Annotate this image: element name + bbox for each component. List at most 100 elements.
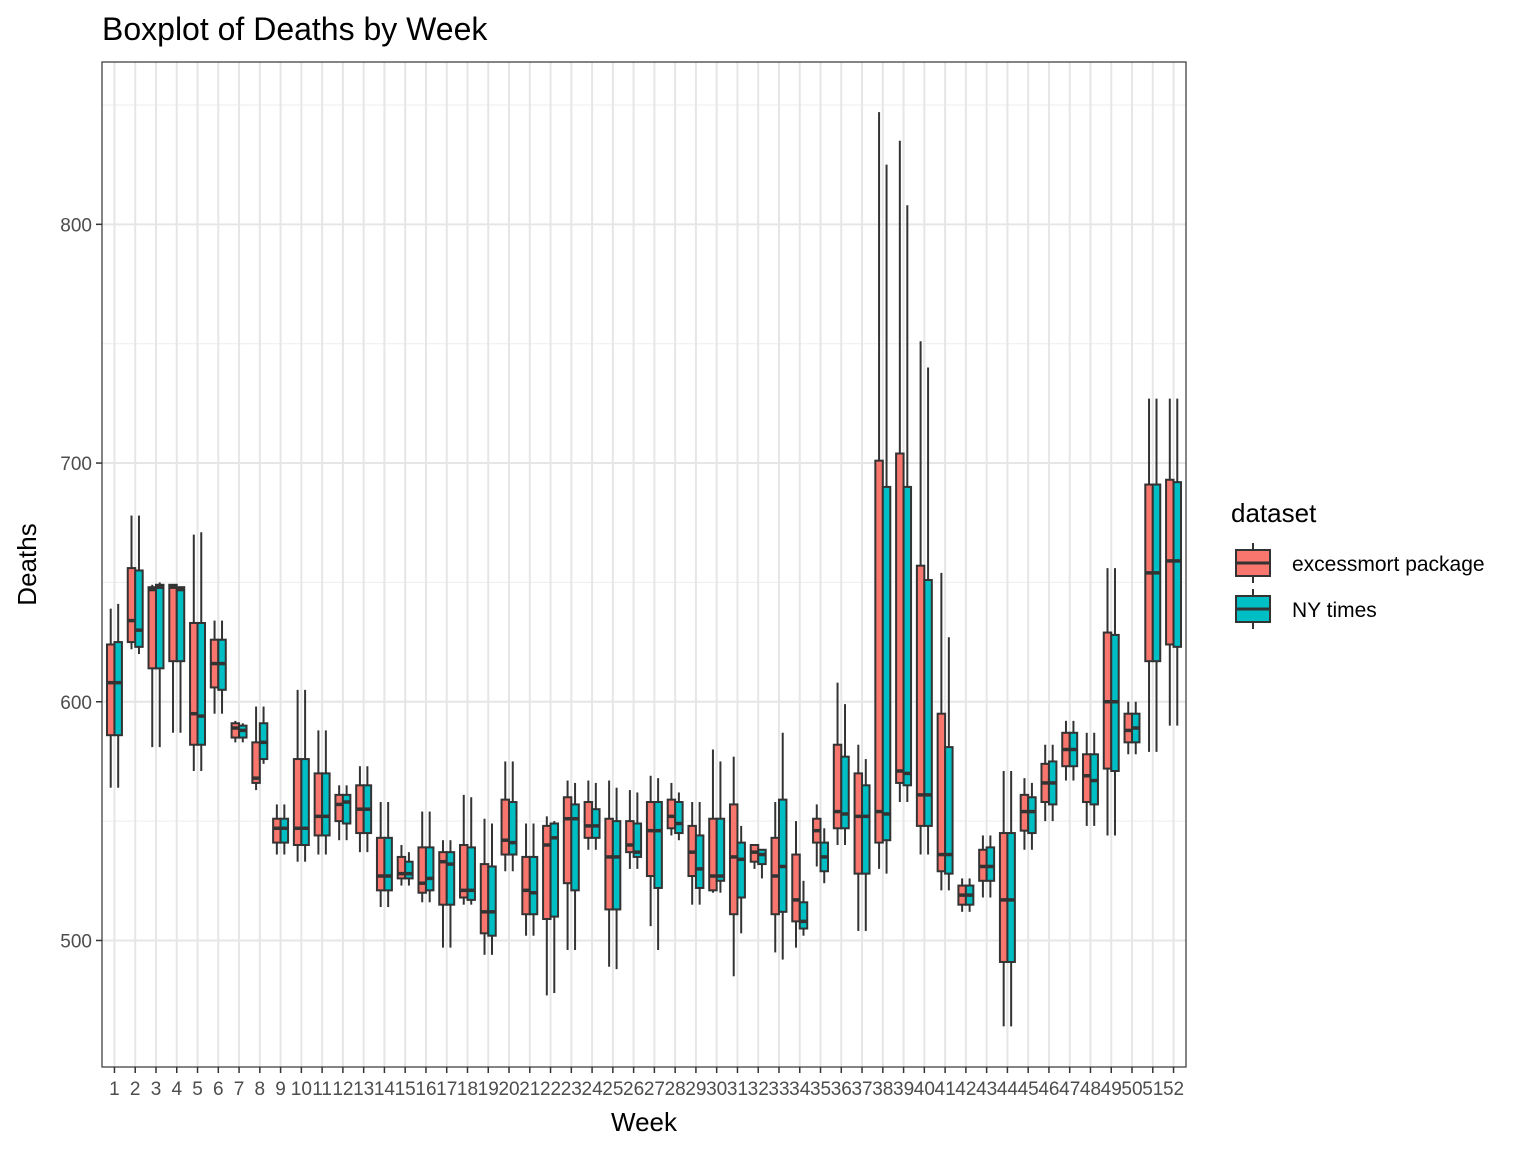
box	[936, 712, 947, 873]
box	[334, 793, 344, 823]
x-tick-label: 12	[332, 1079, 353, 1100]
box	[466, 846, 476, 901]
box	[292, 758, 303, 846]
box	[417, 846, 427, 894]
x-tick-label: 26	[623, 1079, 644, 1100]
x-tick-label: 11	[312, 1079, 332, 1100]
box	[375, 836, 386, 892]
x-tick-label: 24	[582, 1079, 604, 1100]
box	[895, 452, 905, 784]
box	[604, 817, 614, 911]
box	[549, 822, 560, 918]
x-tick-label: 43	[976, 1079, 997, 1100]
legend: dataset excessmort package NY times	[1231, 498, 1485, 629]
x-tick-label: 4	[171, 1079, 182, 1100]
x-tick-label: 6	[213, 1079, 224, 1100]
box	[230, 722, 241, 739]
x-tick-label: 29	[685, 1079, 706, 1100]
box	[189, 621, 199, 746]
box	[154, 583, 165, 670]
box	[645, 801, 656, 878]
box	[113, 641, 123, 737]
x-tick-label: 10	[291, 1079, 312, 1100]
x-tick-label: 42	[955, 1079, 976, 1100]
box	[791, 853, 801, 923]
x-tick-label: 25	[602, 1079, 623, 1100]
box	[570, 803, 580, 892]
box	[105, 643, 116, 737]
box	[985, 846, 996, 882]
box	[542, 824, 552, 920]
box	[126, 567, 137, 644]
box	[923, 579, 933, 827]
x-tick-label: 23	[561, 1079, 582, 1100]
y-tick-label: 800	[60, 215, 92, 236]
box	[300, 758, 310, 846]
x-tick-label: 28	[665, 1079, 686, 1100]
box	[998, 832, 1009, 963]
box	[853, 772, 864, 875]
x-tick-label: 47	[1059, 1079, 1080, 1100]
box	[944, 746, 954, 875]
x-tick-label: 16	[415, 1079, 436, 1100]
x-tick-label: 17	[436, 1079, 457, 1100]
x-tick-label: 35	[810, 1079, 831, 1100]
x-tick-label: 7	[234, 1079, 245, 1100]
x-tick-label: 52	[1163, 1079, 1184, 1100]
x-tick-label: 8	[255, 1079, 266, 1100]
legend-item: excessmort package	[1235, 543, 1485, 583]
box	[424, 846, 435, 892]
box	[666, 798, 677, 830]
box	[521, 855, 531, 916]
box	[591, 808, 601, 839]
box	[487, 865, 497, 937]
x-tick-label: 34	[789, 1079, 811, 1100]
box	[715, 817, 726, 882]
chart-title: Boxplot of Deaths by Week	[102, 11, 488, 47]
x-tick-label: 37	[851, 1079, 872, 1100]
box	[279, 817, 290, 844]
box	[1006, 832, 1016, 963]
box	[168, 583, 178, 663]
box	[404, 860, 414, 880]
box	[147, 586, 157, 670]
box	[881, 485, 892, 842]
x-tick-label: 31	[727, 1079, 748, 1100]
x-tick-label: 30	[706, 1079, 727, 1100]
x-tick-label: 49	[1101, 1079, 1122, 1100]
x-axis-title: Week	[611, 1107, 678, 1137]
box-series	[105, 112, 1183, 1027]
x-tick-label: 1	[109, 1079, 120, 1100]
x-tick-label: 14	[374, 1079, 396, 1100]
box	[625, 820, 635, 854]
box	[632, 822, 643, 858]
x-axis: 1 2 3 4 5 6 7 8 9 10 11 12 13 14 15 16 17 18 19 20 21 22 23 24 2…	[109, 1067, 1184, 1100]
x-tick-label: 45	[1018, 1079, 1039, 1100]
legend-title: dataset	[1231, 498, 1317, 528]
box	[1027, 796, 1037, 835]
box	[840, 755, 850, 830]
x-tick-label: 33	[768, 1079, 789, 1100]
y-axis: 500 600 700 800	[60, 215, 102, 952]
box	[757, 848, 767, 866]
x-tick-label: 13	[353, 1079, 374, 1100]
box	[1172, 481, 1183, 648]
panel-border	[101, 61, 1187, 1068]
x-tick-label: 38	[872, 1079, 893, 1100]
box	[736, 841, 746, 899]
box	[694, 834, 705, 889]
x-tick-label: 20	[498, 1079, 519, 1100]
x-tick-label: 32	[748, 1079, 769, 1100]
box	[341, 793, 352, 825]
box	[500, 798, 511, 856]
x-tick-label: 46	[1038, 1079, 1059, 1100]
box	[1123, 712, 1134, 744]
box	[383, 836, 393, 892]
box	[674, 801, 684, 835]
box	[479, 863, 490, 935]
box	[562, 796, 573, 885]
legend-label: excessmort package	[1292, 553, 1485, 576]
box	[728, 803, 739, 916]
